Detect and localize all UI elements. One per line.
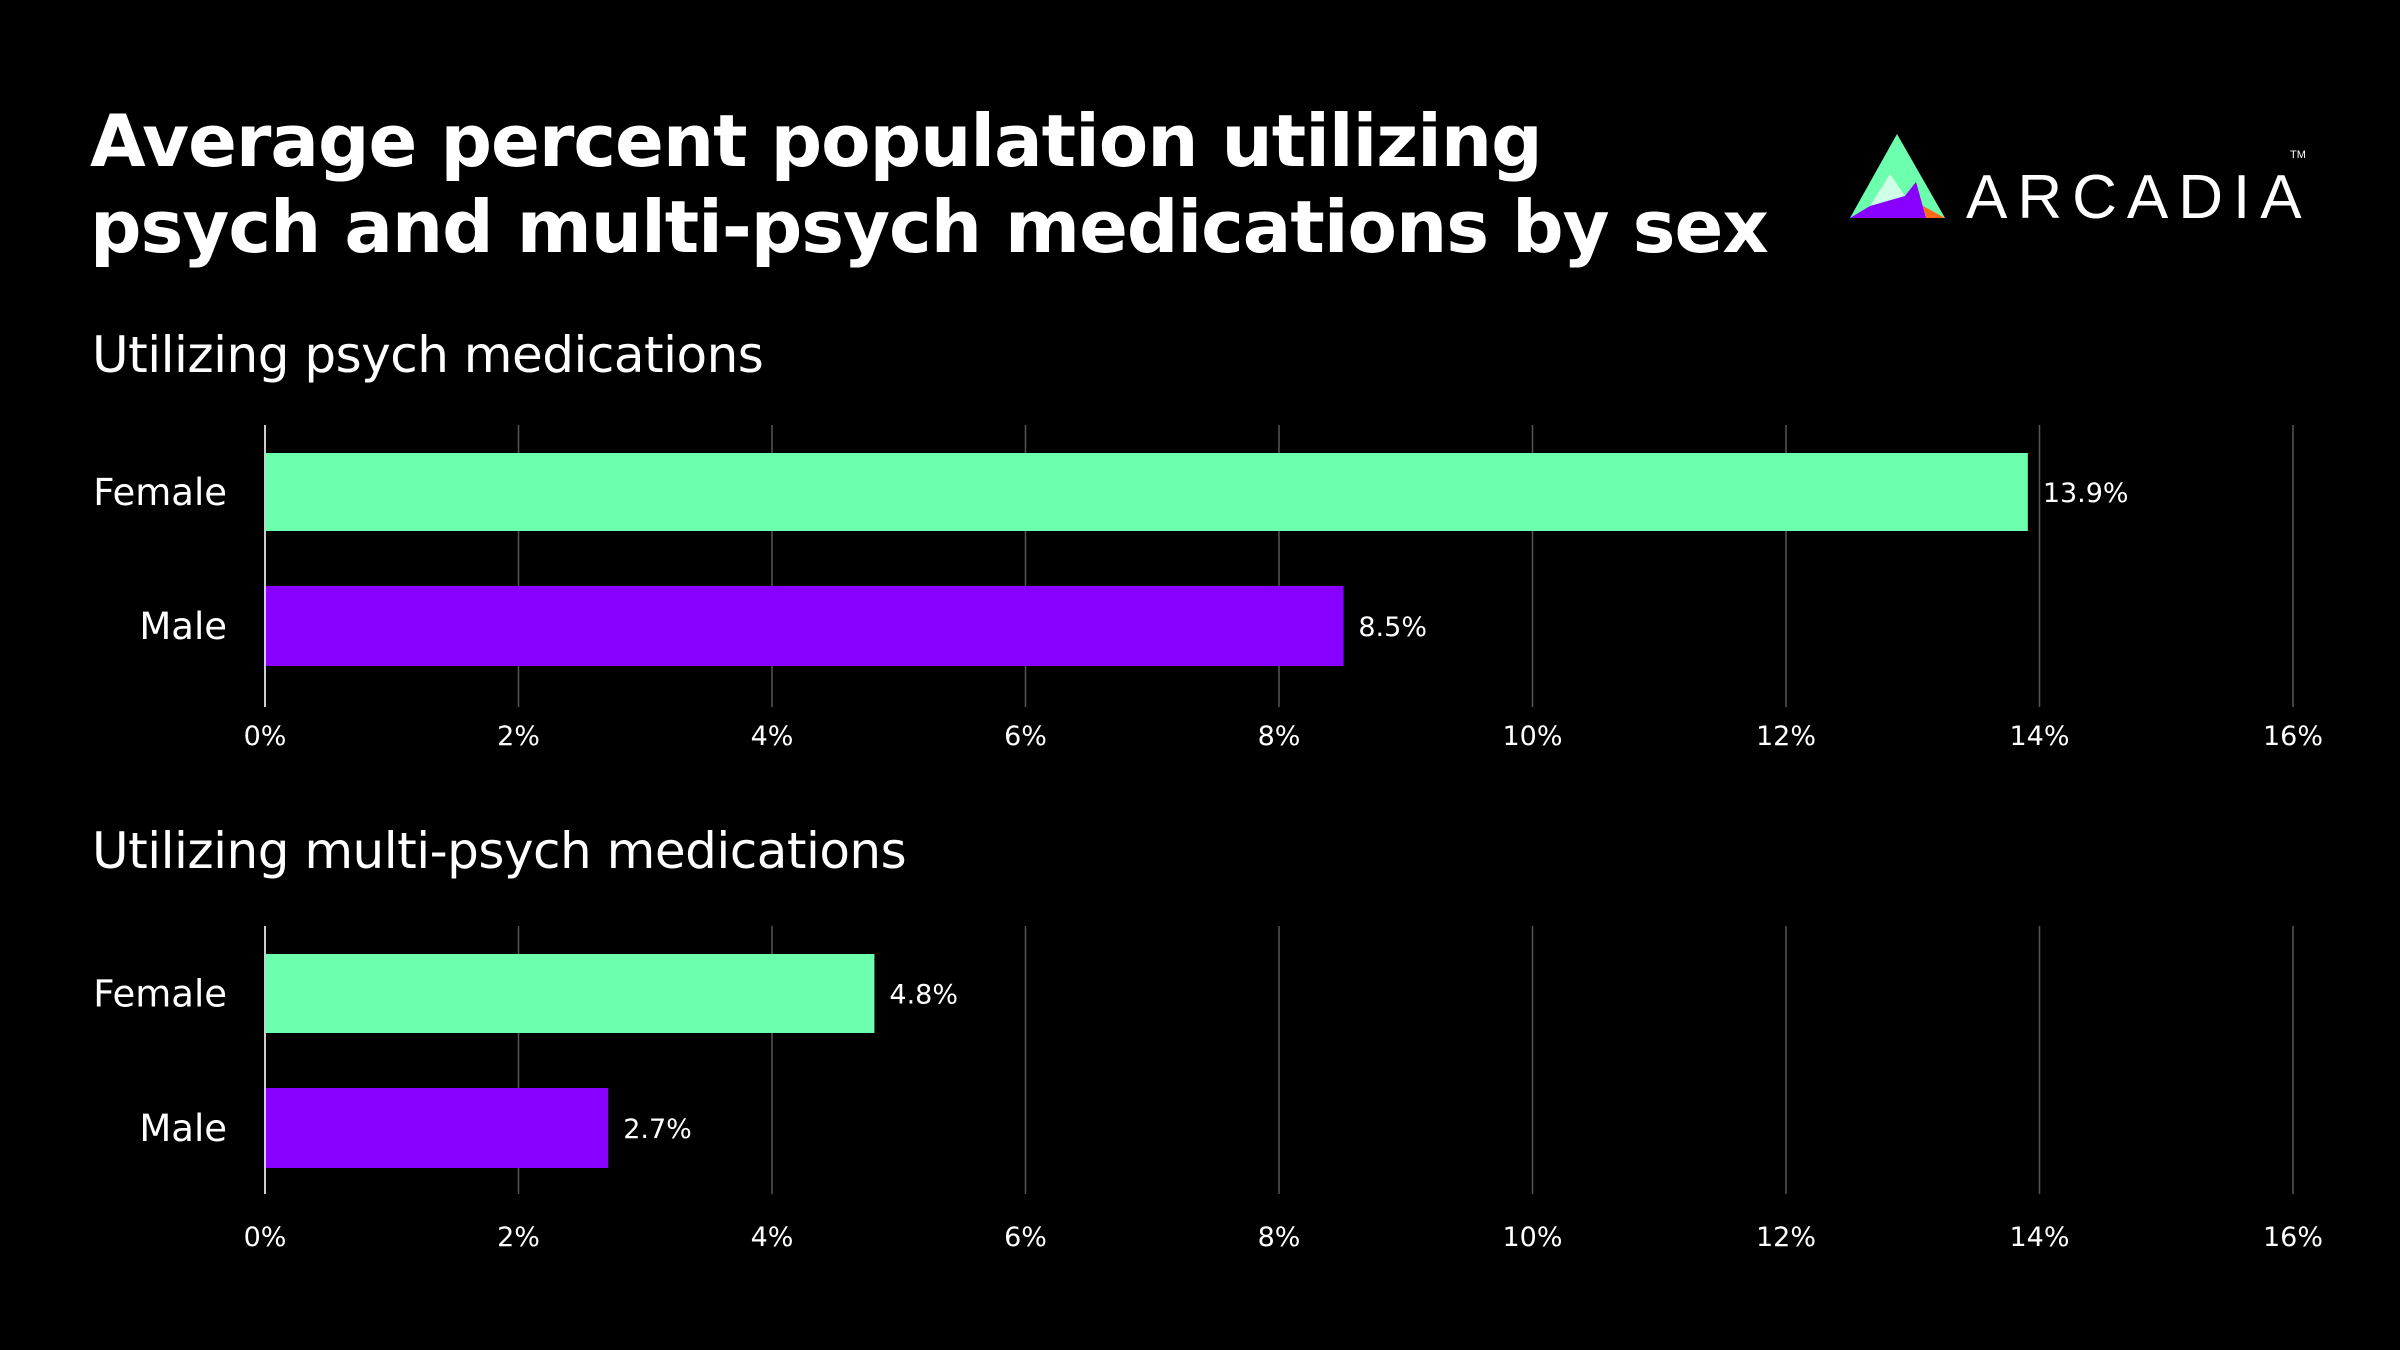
chart-1-tick-label: 0%	[244, 721, 287, 752]
chart-1-bar-female	[266, 453, 2028, 531]
chart-2-bar-female	[266, 954, 875, 1033]
logo-wordmark: ARCADIA	[1966, 163, 2310, 228]
chart-1-tick-label: 16%	[2263, 721, 2323, 752]
chart-1-data-label: 8.5%	[1358, 612, 1427, 643]
chart-1-category-label: Female	[93, 471, 227, 514]
chart-1-tick-label: 8%	[1258, 721, 1301, 752]
chart-1-tick-label: 12%	[1756, 721, 1816, 752]
chart-1-tick-label: 4%	[751, 721, 794, 752]
chart-2-tick-label: 14%	[2009, 1222, 2069, 1253]
chart-2-tick-label: 8%	[1258, 1222, 1301, 1253]
chart-2-tick-label: 0%	[244, 1222, 287, 1253]
chart-1-tick-label: 6%	[1004, 721, 1047, 752]
chart-2-tick-label: 2%	[497, 1222, 540, 1253]
chart-1-data-label: 13.9%	[2043, 478, 2129, 509]
chart-2-data-label: 2.7%	[623, 1114, 692, 1145]
chart-1-title: Utilizing psych medications	[92, 326, 764, 384]
chart-2-tick-label: 4%	[751, 1222, 794, 1253]
chart-2-tick-label: 12%	[1756, 1222, 1816, 1253]
title-line-2: psych and multi-psych medications by sex	[90, 185, 1769, 269]
logo-trademark: TM	[2290, 149, 2306, 161]
title-line-1: Average percent population utilizing	[90, 99, 1543, 183]
chart-1-category-label: Male	[139, 605, 227, 648]
arcadia-logo: ARCADIA TM	[1850, 134, 2310, 228]
chart-2-category-label: Female	[93, 973, 227, 1016]
chart-2-category-label: Male	[139, 1107, 227, 1150]
chart-1-tick-label: 10%	[1502, 721, 1562, 752]
chart-2-tick-label: 16%	[2263, 1222, 2323, 1253]
page-title: Average percent population utilizing psy…	[90, 98, 1769, 270]
chart-2-data-label: 4.8%	[889, 980, 958, 1011]
arcadia-triangle-icon	[1850, 134, 1945, 218]
chart-1-bar-male	[266, 586, 1344, 666]
chart-2-tick-label: 6%	[1004, 1222, 1047, 1253]
chart-2-title: Utilizing multi-psych medications	[92, 822, 907, 880]
chart-2-bar-male	[266, 1088, 609, 1168]
chart-1-tick-label: 2%	[497, 721, 540, 752]
chart-2-tick-label: 10%	[1502, 1222, 1562, 1253]
chart-1-tick-label: 14%	[2009, 721, 2069, 752]
